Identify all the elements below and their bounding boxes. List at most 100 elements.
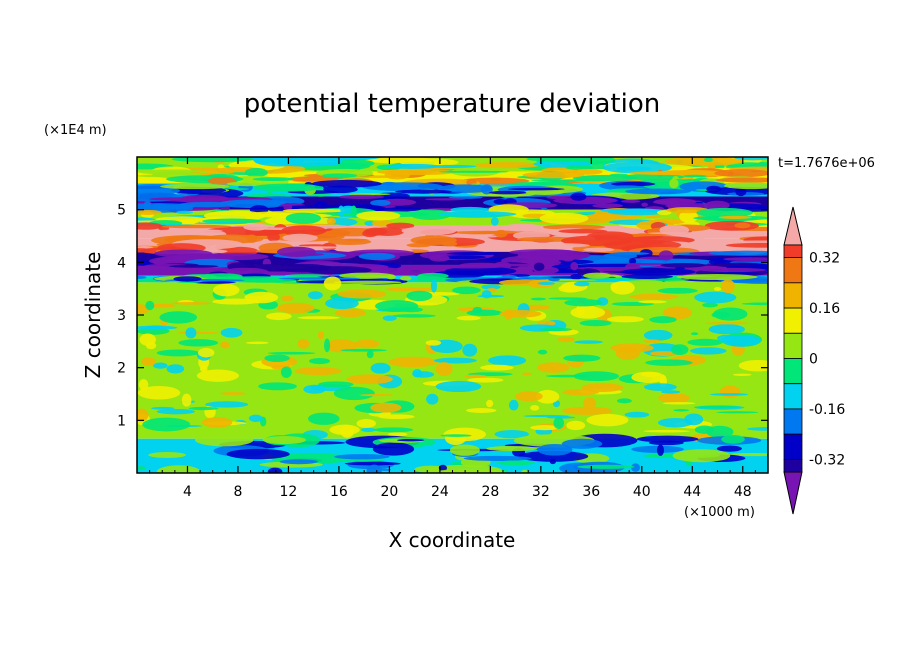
field-blob bbox=[539, 212, 589, 225]
field-blob bbox=[262, 436, 307, 444]
field-blob bbox=[452, 286, 481, 295]
field-blob bbox=[475, 162, 540, 169]
field-blob bbox=[366, 350, 374, 359]
field-blob bbox=[734, 222, 751, 229]
field-blob bbox=[278, 277, 361, 280]
field-blob bbox=[395, 189, 452, 194]
field-blob bbox=[612, 185, 641, 189]
field-blob bbox=[388, 356, 438, 368]
field-blob bbox=[279, 252, 325, 257]
field-blob bbox=[340, 348, 388, 352]
field-blob bbox=[166, 364, 185, 374]
field-blob bbox=[565, 165, 594, 170]
field-blob bbox=[248, 414, 263, 423]
field-blob bbox=[701, 263, 758, 267]
field-plot-area bbox=[137, 157, 768, 473]
field-blob bbox=[664, 157, 743, 166]
field-blob bbox=[430, 279, 438, 293]
field-blob bbox=[416, 274, 426, 280]
field-blob bbox=[561, 438, 603, 449]
field-blob bbox=[429, 254, 450, 262]
field-texture bbox=[137, 157, 768, 473]
field-blob bbox=[621, 274, 674, 280]
field-blob bbox=[284, 274, 330, 277]
field-blob bbox=[703, 157, 714, 162]
field-blob bbox=[636, 435, 699, 443]
field-blob bbox=[354, 339, 380, 349]
field-blob bbox=[563, 354, 601, 362]
y-tick-label: 3 bbox=[117, 308, 126, 324]
field-blob bbox=[321, 173, 358, 179]
field-blob bbox=[359, 394, 395, 397]
field-blob bbox=[226, 448, 290, 460]
field-blob bbox=[326, 217, 336, 225]
field-blob bbox=[649, 351, 679, 357]
field-blob bbox=[437, 184, 493, 193]
colorbar-level bbox=[783, 433, 803, 460]
field-blob bbox=[370, 199, 391, 207]
field-blob bbox=[682, 174, 707, 178]
field-blob bbox=[456, 315, 481, 321]
field-blob bbox=[453, 230, 503, 235]
field-blob bbox=[517, 276, 554, 280]
field-blob bbox=[670, 344, 689, 356]
field-blob bbox=[213, 283, 240, 297]
field-blob bbox=[583, 397, 597, 409]
field-blob bbox=[148, 452, 186, 458]
field-blob bbox=[521, 372, 532, 376]
field-blob bbox=[267, 351, 316, 355]
field-blob bbox=[382, 315, 397, 321]
field-blob bbox=[307, 412, 340, 425]
field-blob bbox=[235, 278, 297, 283]
field-blob bbox=[145, 341, 157, 350]
time-label: t=1.7676e+06 bbox=[778, 156, 875, 171]
field-blob bbox=[488, 355, 527, 366]
x-axis-label: X coordinate bbox=[389, 528, 516, 552]
field-blob bbox=[279, 459, 318, 465]
field-blob bbox=[410, 209, 452, 220]
field-blob bbox=[317, 381, 354, 388]
field-blob bbox=[435, 265, 504, 269]
field-blob bbox=[624, 411, 650, 418]
field-blob bbox=[265, 312, 292, 321]
field-blob bbox=[178, 339, 219, 347]
field-blob bbox=[467, 377, 504, 383]
field-blob bbox=[375, 300, 419, 313]
field-blob bbox=[533, 262, 545, 271]
y-tick-label: 2 bbox=[117, 361, 126, 377]
field-blob bbox=[669, 178, 679, 189]
colorbar-level bbox=[783, 458, 803, 473]
field-blob bbox=[231, 201, 265, 205]
colorbar-level bbox=[783, 282, 803, 309]
field-blob bbox=[412, 371, 435, 378]
field-blob bbox=[714, 169, 768, 178]
colorbar-tick-label: -0.32 bbox=[809, 452, 845, 468]
field-blob bbox=[199, 365, 208, 373]
field-blob bbox=[344, 461, 401, 466]
field-blob bbox=[438, 170, 509, 173]
field-blob bbox=[699, 267, 767, 273]
field-blob bbox=[401, 226, 457, 236]
field-blob bbox=[282, 233, 318, 242]
field-blob bbox=[480, 184, 493, 195]
field-blob bbox=[520, 469, 529, 473]
field-blob bbox=[334, 308, 367, 318]
colorbar-level bbox=[783, 257, 803, 284]
field-blob bbox=[258, 382, 297, 391]
field-blob bbox=[610, 252, 650, 256]
field-blob bbox=[267, 232, 280, 242]
field-blob bbox=[317, 331, 325, 340]
field-blob bbox=[738, 359, 768, 372]
field-blob bbox=[622, 280, 666, 285]
field-blob bbox=[285, 212, 322, 225]
field-blob bbox=[704, 220, 759, 231]
field-blob bbox=[196, 369, 240, 382]
field-blob bbox=[137, 466, 147, 471]
field-blob bbox=[537, 349, 548, 355]
field-blob bbox=[708, 324, 745, 335]
x-tick-label: 8 bbox=[233, 484, 242, 500]
field-blob bbox=[466, 309, 503, 317]
field-blob bbox=[656, 444, 665, 456]
field-blob bbox=[530, 297, 547, 301]
